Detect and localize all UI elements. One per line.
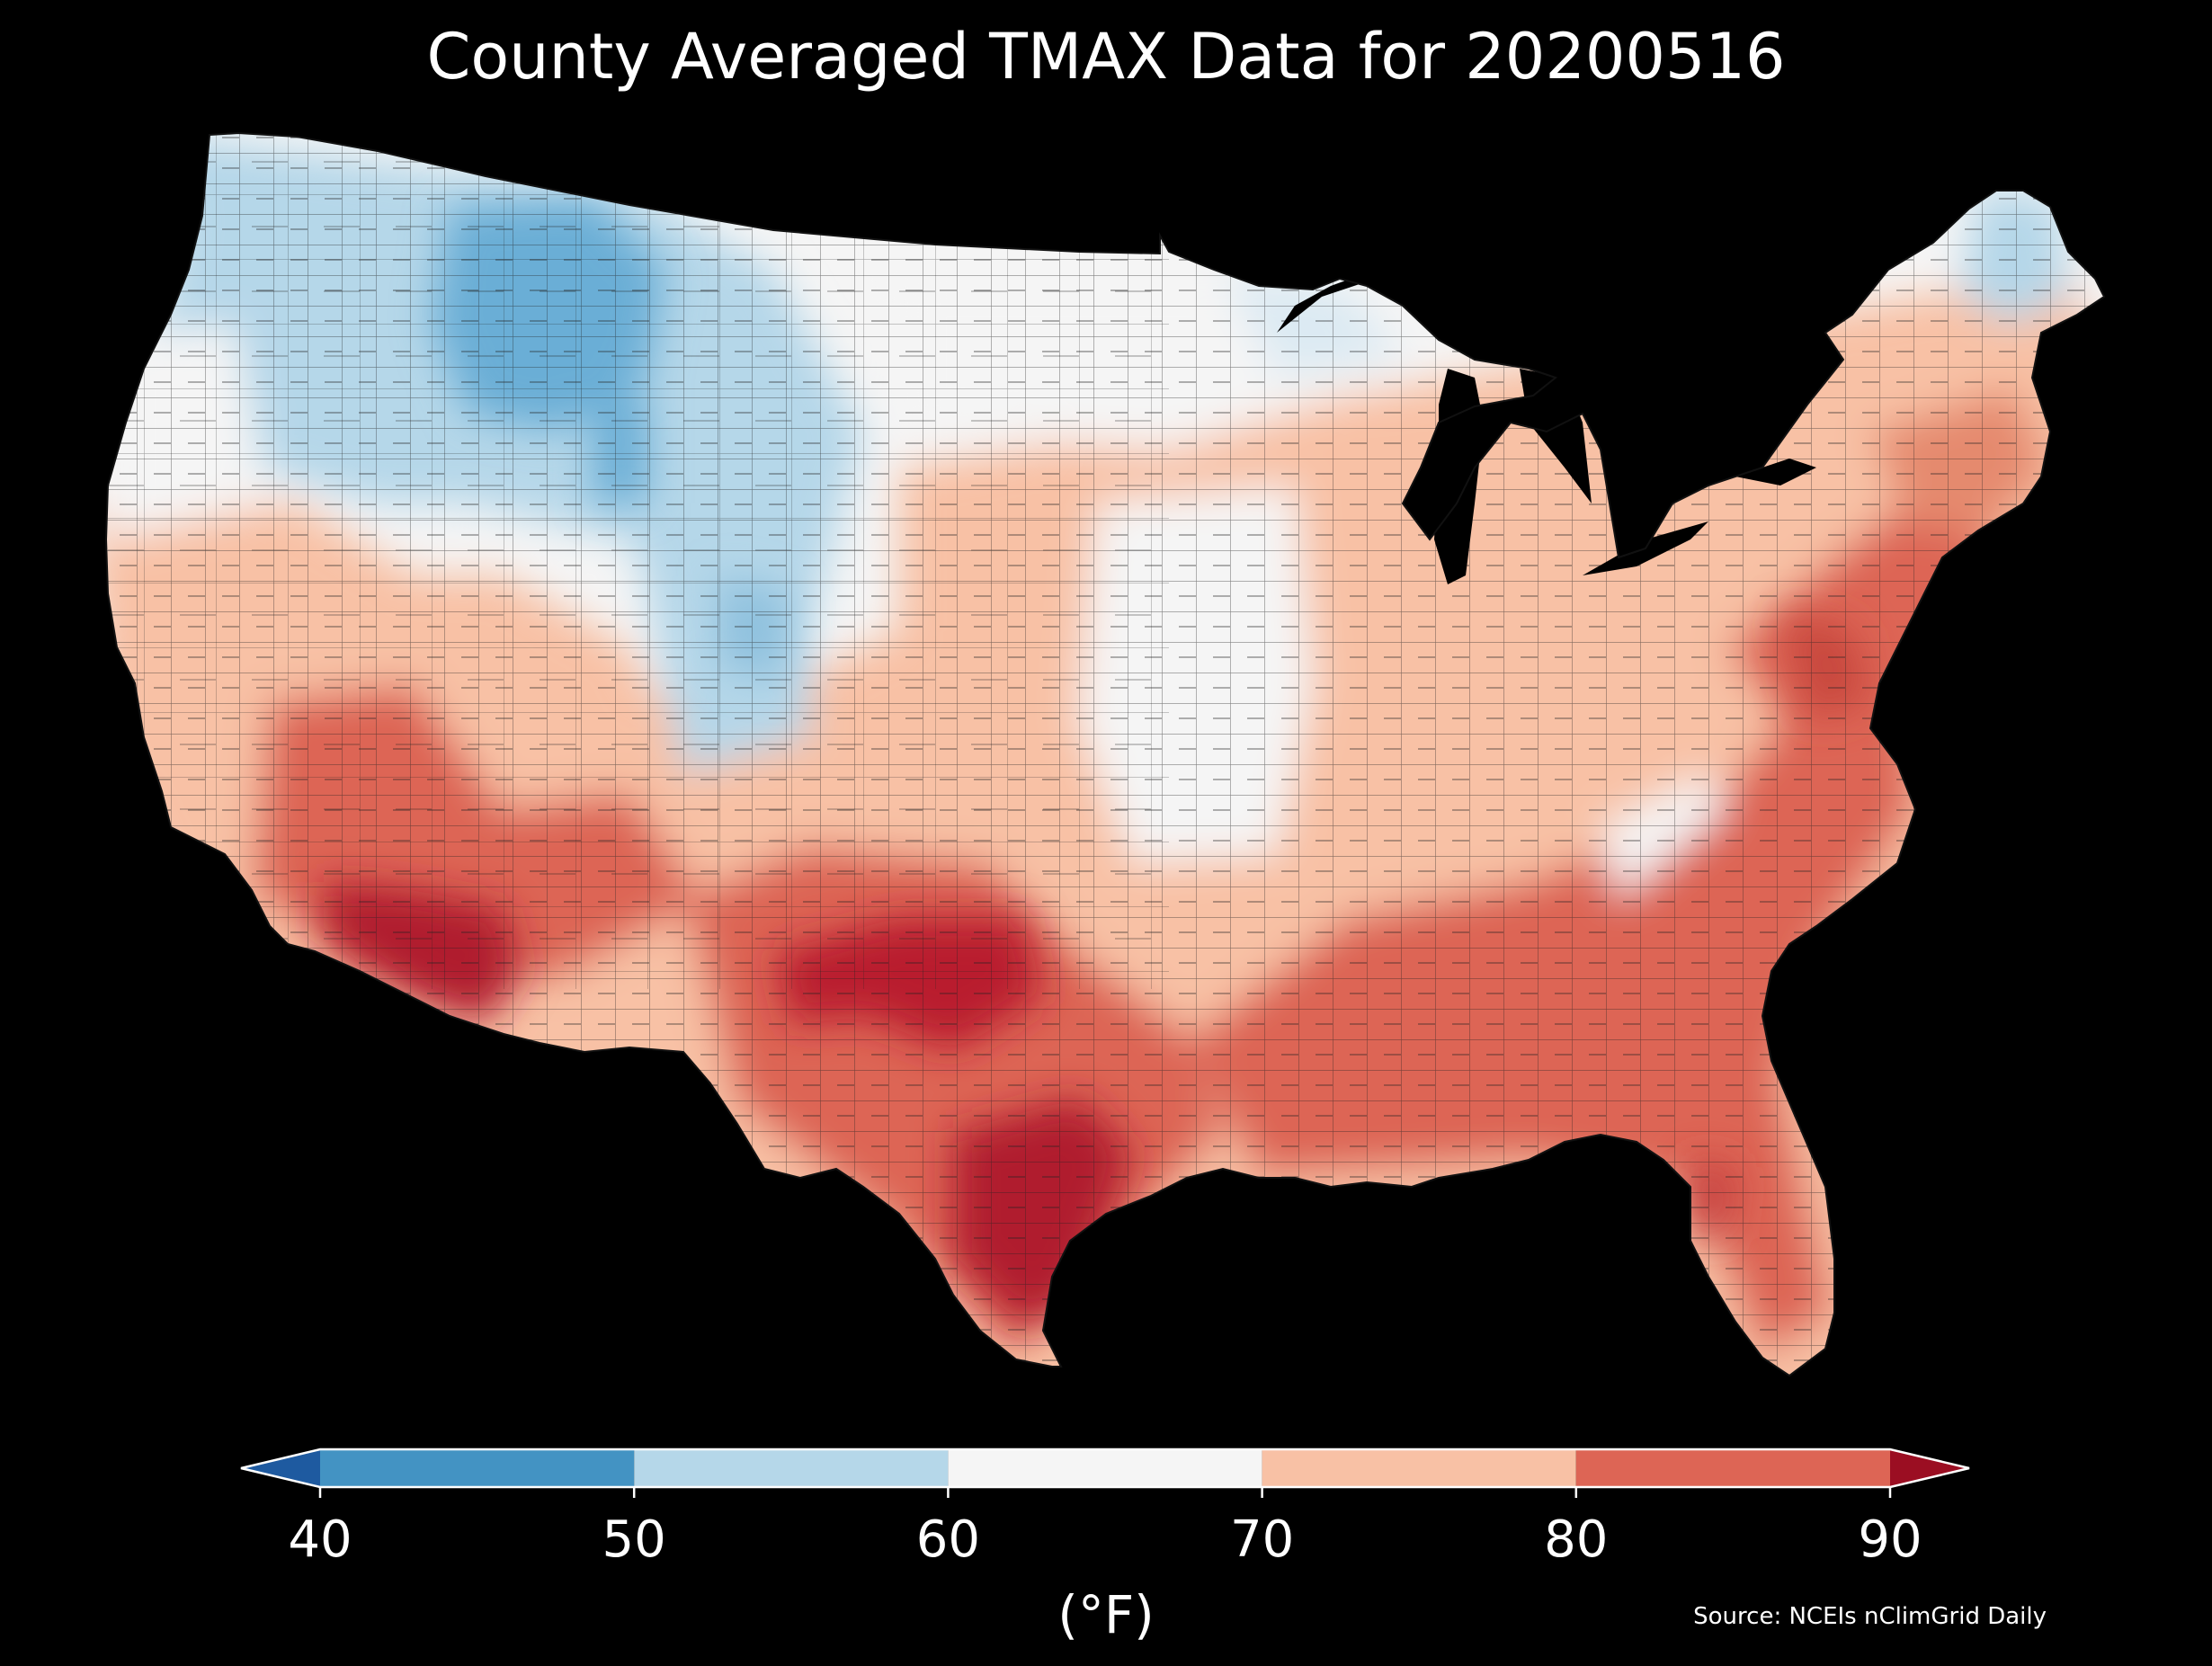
- colorbar-tick-label-4: 80: [1544, 1510, 1609, 1569]
- lake-huron-shape: [1520, 369, 1592, 503]
- colorbar-bin-1: [634, 1449, 949, 1487]
- colorbar-bin-3: [1262, 1449, 1576, 1487]
- colorbar-bin-0: [320, 1449, 635, 1487]
- colorbar-bin-2: [948, 1449, 1262, 1487]
- colorbar-tick-label-1: 50: [602, 1510, 666, 1569]
- lake-michigan-shape: [1434, 369, 1484, 584]
- lake-superior-shape: [1277, 270, 1376, 333]
- colorbar-tick-label-2: 60: [915, 1510, 981, 1569]
- colorbar-tick-label-5: 90: [1858, 1510, 1922, 1569]
- colorbar-bin-4: [1575, 1449, 1890, 1487]
- source-credit: Source: NCEIs nClimGrid Daily: [1693, 1603, 2047, 1630]
- colorbar-unit-label: (°F): [1057, 1584, 1155, 1645]
- lake-ontario-shape: [1735, 459, 1816, 486]
- map-title: County Averaged TMAX Data for 20200516: [426, 20, 1786, 94]
- colorbar-tick-label-0: 40: [288, 1510, 352, 1569]
- colorbar-under-arrow: [241, 1449, 320, 1487]
- colorbar-over-arrow: [1890, 1449, 1969, 1487]
- colorbar-tick-label-3: 70: [1229, 1510, 1295, 1569]
